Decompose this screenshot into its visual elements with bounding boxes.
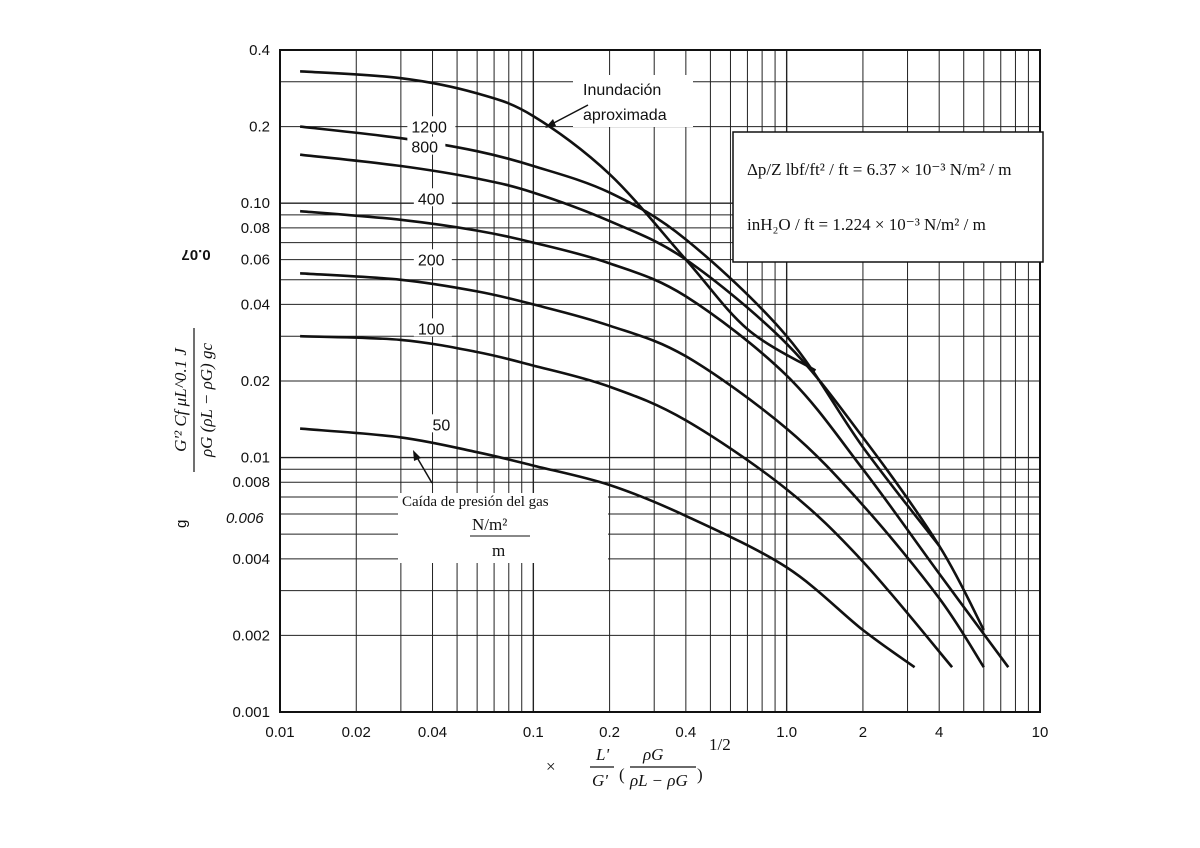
plot-frame — [279, 49, 1041, 713]
series-line-400 — [299, 209, 1010, 668]
xlabel-prefix: × — [546, 757, 556, 776]
x-tick-labels: 0.01 0.02 0.04 0.1 0.2 0.4 1.0 2 4 10 — [265, 724, 1048, 741]
x-tick-label: 2 — [859, 724, 867, 741]
curve-label-bg — [413, 249, 452, 268]
x-tick-label: 10 — [1032, 724, 1049, 741]
y-tick-label: 0.4 — [249, 42, 270, 59]
x-tick-label: 4 — [935, 724, 943, 741]
y-tick-label: 0.008 — [232, 474, 270, 491]
curve-label-1200: 1200 — [411, 119, 447, 136]
y-tick-label: 0.01 — [241, 450, 270, 467]
xlabel-exponent: 1/2 — [709, 735, 731, 754]
y-tick-label: 0.001 — [232, 704, 270, 721]
x-tick-label: 0.04 — [418, 724, 447, 741]
xlabel-frac-top: L' — [595, 745, 609, 764]
stray-label-small: 0.006 — [226, 510, 264, 527]
flooding-arrow — [547, 104, 589, 127]
flooding-label-line1: Inundación — [583, 82, 661, 99]
xlabel-paren-bottom: ρL − ρG — [629, 771, 688, 790]
flooding-label-line2: aproximada — [583, 107, 667, 124]
x-tick-label: 0.1 — [523, 724, 544, 741]
series-line-200 — [300, 272, 985, 668]
x-axis-label: × L' G' ( ρG ρL − ρG ) 1/2 — [546, 735, 731, 790]
xlabel-paren-top: ρG — [642, 745, 663, 764]
curve-label-400: 400 — [418, 191, 445, 208]
pressure-drop-annotation: Caída de presión del gas N/m² m — [398, 450, 608, 563]
y-tick-label: 0.004 — [232, 551, 270, 568]
curve-label-bg — [428, 414, 457, 433]
curve-label-200: 200 — [418, 252, 445, 269]
curve-label-100: 100 — [418, 321, 445, 338]
conversion-box: Δp/Z lbf/ft² / ft = 6.37 × 10⁻³ N/m² / m… — [732, 131, 1044, 263]
stray-label-top: 0.07 — [181, 246, 210, 263]
curve-label-bg — [407, 136, 446, 155]
y-tick-label: 0.002 — [232, 627, 270, 644]
series-line-800 — [299, 153, 985, 631]
flooding-annotation: Inundación aproximada — [545, 75, 693, 128]
xlabel-paren-open: ( — [619, 765, 625, 784]
curve-label-bg — [407, 116, 456, 135]
curve-label-50: 50 — [433, 417, 451, 434]
x-tick-label: 0.4 — [675, 724, 696, 741]
xlabel-frac-bottom: G' — [592, 771, 608, 790]
xlabel-paren-close: ) — [697, 765, 703, 784]
x-tick-label: 0.2 — [599, 724, 620, 741]
curve-label-800: 800 — [411, 140, 438, 157]
curve-label-bg — [413, 318, 452, 337]
y-tick-labels: 0.4 0.2 0.10 0.08 0.06 0.04 0.02 0.01 0.008 0.004… — [232, 42, 270, 721]
pressure-drop-units-bottom: m — [492, 541, 505, 560]
series-line-inundaci-n-aproximada — [300, 70, 817, 372]
series-line-50 — [299, 427, 916, 669]
ylabel-numerator: G'² Cf μL^0.1 J — [171, 347, 190, 452]
y-tick-label: 0.2 — [249, 119, 270, 136]
curve-label-bg — [413, 188, 452, 207]
conversion-line2: inH₂O / ft = 1.224 × 10⁻³ N/m² / m — [747, 215, 986, 234]
y-tick-label: 0.02 — [241, 373, 270, 390]
ylabel-denominator: ρG (ρL − ρG) gc — [197, 343, 216, 458]
conversion-line1: Δp/Z lbf/ft² / ft = 6.37 × 10⁻³ N/m² / m — [747, 160, 1012, 179]
y-tick-label: 0.08 — [241, 220, 270, 237]
pressure-drop-title: Caída de presión del gas — [402, 494, 549, 510]
series-line-100 — [300, 334, 954, 669]
y-axis-label: G'² Cf μL^0.1 J ρG (ρL − ρG) gc — [171, 328, 216, 472]
y-tick-label: 0.04 — [241, 296, 270, 313]
x-tick-label: 0.01 — [265, 724, 294, 741]
pressure-drop-units-top: N/m² — [472, 515, 507, 534]
flooding-arrow-head — [545, 119, 556, 128]
curve-50-arrow-head — [413, 450, 421, 461]
y-tick-label: 0.10 — [241, 195, 270, 212]
y-tick-label: 0.06 — [241, 252, 270, 269]
x-tick-label: 1.0 — [776, 724, 797, 741]
x-tick-label: 0.02 — [342, 724, 371, 741]
pressure-drop-curves: 1200 800 400 200 100 50 — [299, 70, 1010, 669]
grid-lines — [279, 49, 1040, 713]
stray-glyph: g — [173, 520, 190, 528]
